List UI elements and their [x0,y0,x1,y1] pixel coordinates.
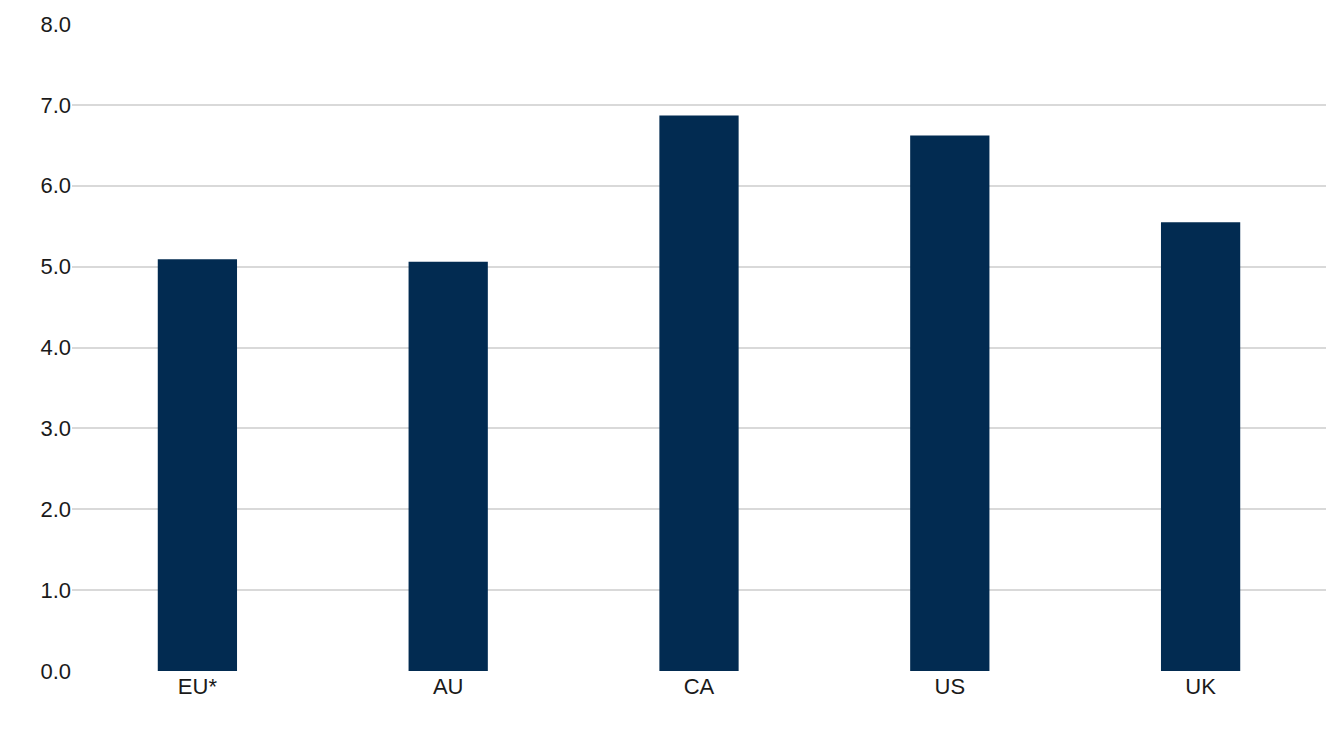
svg-text:CA: CA [684,674,715,699]
svg-text:3.0: 3.0 [40,416,71,441]
svg-text:0.0: 0.0 [40,659,71,684]
svg-text:2.0: 2.0 [40,497,71,522]
svg-text:US: US [935,674,966,699]
svg-text:6.0: 6.0 [40,173,71,198]
svg-text:EU*: EU* [178,674,218,699]
svg-text:1.0: 1.0 [40,578,71,603]
svg-text:4.0: 4.0 [40,335,71,360]
svg-text:5.0: 5.0 [40,254,71,279]
svg-text:8.0: 8.0 [40,12,71,37]
svg-text:UK: UK [1185,674,1216,699]
svg-text:7.0: 7.0 [40,93,71,118]
svg-text:AU: AU [433,674,464,699]
